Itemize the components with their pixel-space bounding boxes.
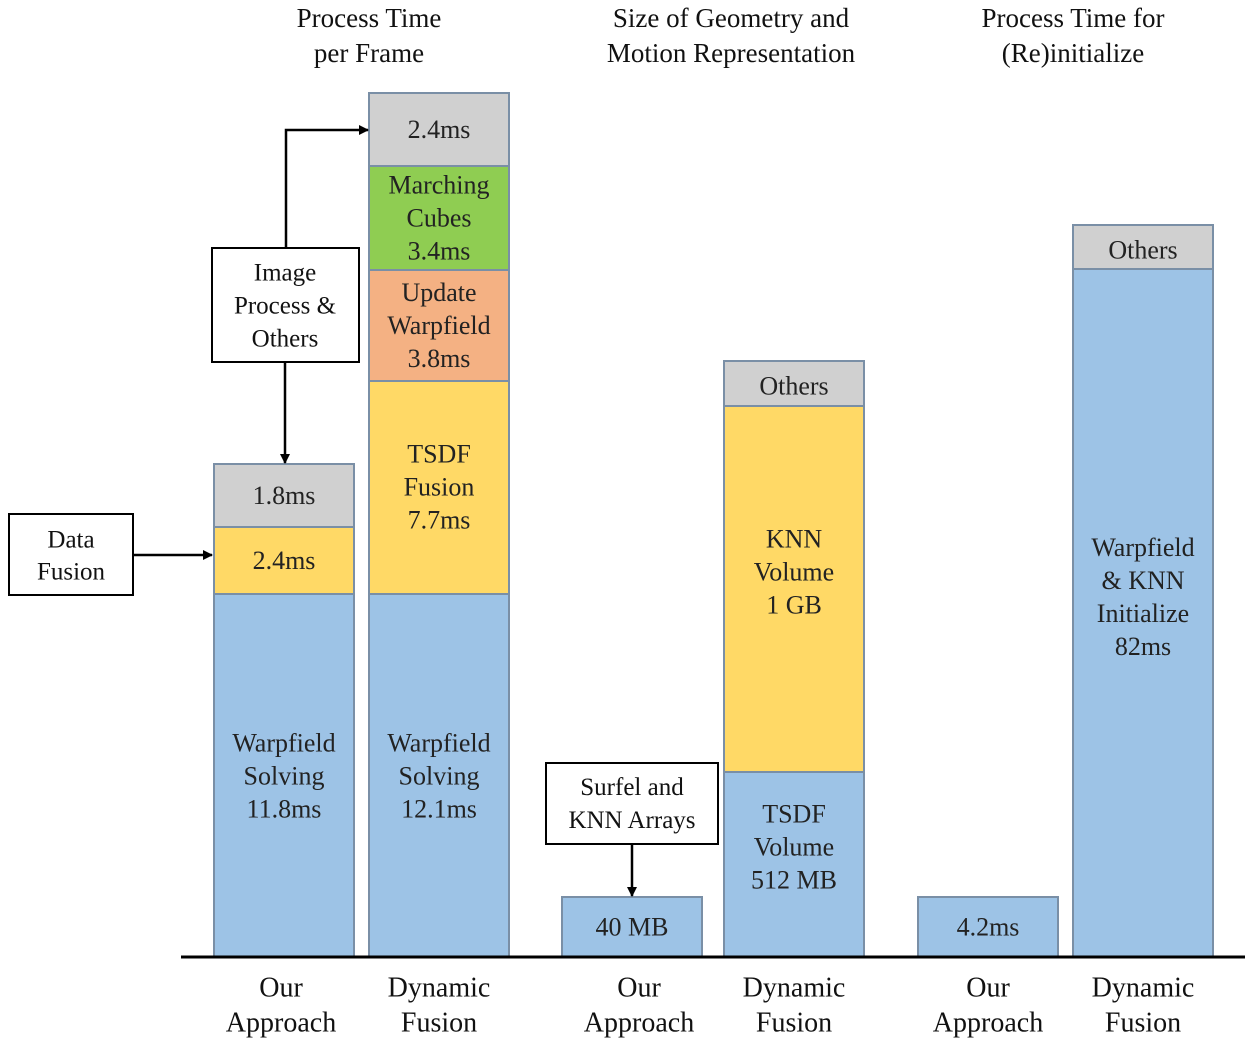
data-label-warpfield-solving-line-1: Warpfield	[387, 729, 490, 758]
data-label-marching-cubes-line-2: Cubes	[407, 204, 472, 233]
data-label-warpfield-knn-initialize-line-1: Warpfield	[1091, 533, 1194, 562]
x-tick-label-3-2-line-1: Dynamic	[1092, 973, 1195, 1004]
bar-segment-image-process-others	[368, 92, 510, 167]
callout-data-fusion-line-2: Fusion	[37, 559, 106, 586]
data-label-warpfield-knn-initialize-line-3: Initialize	[1097, 599, 1189, 628]
data-label-marching-cubes-line-3: 3.4ms	[408, 237, 471, 266]
group-title-1-line-1: Process Time	[297, 3, 442, 33]
data-label-others-line-1: Others	[1108, 236, 1177, 265]
data-label-tsdf-fusion-line-3: 7.7ms	[408, 506, 471, 535]
data-label-image-process-others-line-1: 2.4ms	[408, 115, 471, 144]
x-tick-label-2-1-line-2: Approach	[584, 1008, 694, 1039]
callout-surfel-knn-line-2: KNN Arrays	[568, 807, 695, 834]
bar-segment-others	[723, 360, 865, 407]
x-tick-label-1-1-line-2: Approach	[226, 1008, 336, 1039]
callout-image-process-line-1: Image	[254, 260, 316, 287]
x-tick-label-2-2-line-1: Dynamic	[743, 973, 846, 1004]
callout-data-fusion-line-1: Data	[47, 527, 94, 554]
callout-image-process-line-2: Process &	[234, 293, 336, 320]
data-label-tsdf-volume-line-3: 512 MB	[751, 866, 837, 895]
labels-layer: Process Time per Frame Warpfield Solving 11.…	[226, 3, 1195, 1039]
data-label-others-line-1: Others	[759, 372, 828, 401]
data-label-knn-volume-line-1: KNN	[766, 525, 823, 554]
data-label-marching-cubes-line-1: Marching	[388, 171, 489, 200]
callout-box-image-process	[211, 247, 360, 363]
group-title-2-line-2: Motion Representation	[607, 38, 856, 68]
x-tick-label-3-2-line-2: Fusion	[1105, 1008, 1181, 1039]
callout-box-surfel-knn	[545, 762, 719, 845]
x-tick-label-3-1-line-1: Our	[966, 973, 1010, 1004]
x-tick-label-1-2-line-1: Dynamic	[388, 973, 491, 1004]
bar-segment-tsdf-fusion	[368, 380, 510, 595]
arrow-image-process-up	[284, 125, 369, 248]
data-label-update-warpfield-line-2: Warpfield	[387, 311, 490, 340]
data-label-warpfield-solving-line-3: 12.1ms	[401, 795, 477, 824]
group-title-1-line-2: per Frame	[314, 38, 424, 68]
data-label-tsdf-volume-line-2: Volume	[754, 833, 834, 862]
data-label-knn-volume-line-2: Volume	[754, 558, 834, 587]
x-tick-label-1-1-line-1: Our	[259, 973, 303, 1004]
data-label-image-process-others-line-1: 1.8ms	[253, 481, 316, 510]
bar-segment-others	[1072, 224, 1214, 270]
bar-segment-knn-volume	[723, 405, 865, 773]
callout-surfel-knn-line-1: Surfel and	[580, 774, 684, 801]
bar-segment-tsdf-volume	[723, 771, 865, 958]
data-label-warpfield-solving-line-1: Warpfield	[232, 729, 335, 758]
data-label-warpfield-solving-line-2: Solving	[244, 762, 325, 791]
bar-segment-marching-cubes	[368, 165, 510, 271]
group-title-3-line-2: (Re)initialize	[1002, 38, 1144, 68]
data-label-update-warpfield-line-3: 3.8ms	[408, 344, 471, 373]
data-label-data-fusion-line-1: 2.4ms	[253, 546, 316, 575]
data-label-warpfield-solving-line-3: 11.8ms	[247, 795, 322, 824]
data-label-warpfield-knn-initialize-line-4: 82ms	[1115, 632, 1171, 661]
x-tick-label-2-2-line-2: Fusion	[756, 1008, 832, 1039]
data-label-surfel-and-knn-arrays-line-1: 40 MB	[596, 913, 669, 942]
x-tick-label-1-2-line-2: Fusion	[401, 1008, 477, 1039]
data-label-warpfield-solving-line-2: Solving	[399, 762, 480, 791]
bar-segment-warpfield-solving	[213, 593, 355, 958]
data-label-tsdf-fusion-line-2: Fusion	[404, 473, 475, 502]
data-label-update-warpfield-line-1: Update	[401, 278, 476, 307]
bar-segment-update-warpfield	[368, 269, 510, 382]
bar-segment-data-fusion	[213, 526, 355, 595]
group-title-3-line-1: Process Time for	[981, 3, 1164, 33]
bar-segment-image-process-others	[213, 463, 355, 528]
bars-layer	[213, 92, 1214, 958]
callouts-layer: Image Process & Others Data Fusion Surfel and…	[8, 125, 719, 897]
data-label-tsdf-fusion-line-1: TSDF	[407, 440, 471, 469]
bar-segment-warpfield-solving	[368, 593, 510, 958]
x-tick-label-3-1-line-2: Approach	[933, 1008, 1043, 1039]
group-title-2-line-1: Size of Geometry and	[613, 3, 850, 33]
data-label-initialize-line-1: 4.2ms	[957, 913, 1020, 942]
data-label-warpfield-knn-initialize-line-2: & KNN	[1101, 566, 1184, 595]
callout-image-process-line-3: Others	[252, 326, 319, 353]
callout-box-data-fusion	[8, 513, 134, 596]
x-tick-label-2-1-line-1: Our	[617, 973, 661, 1004]
data-label-knn-volume-line-3: 1 GB	[766, 591, 822, 620]
data-label-tsdf-volume-line-1: TSDF	[762, 800, 826, 829]
